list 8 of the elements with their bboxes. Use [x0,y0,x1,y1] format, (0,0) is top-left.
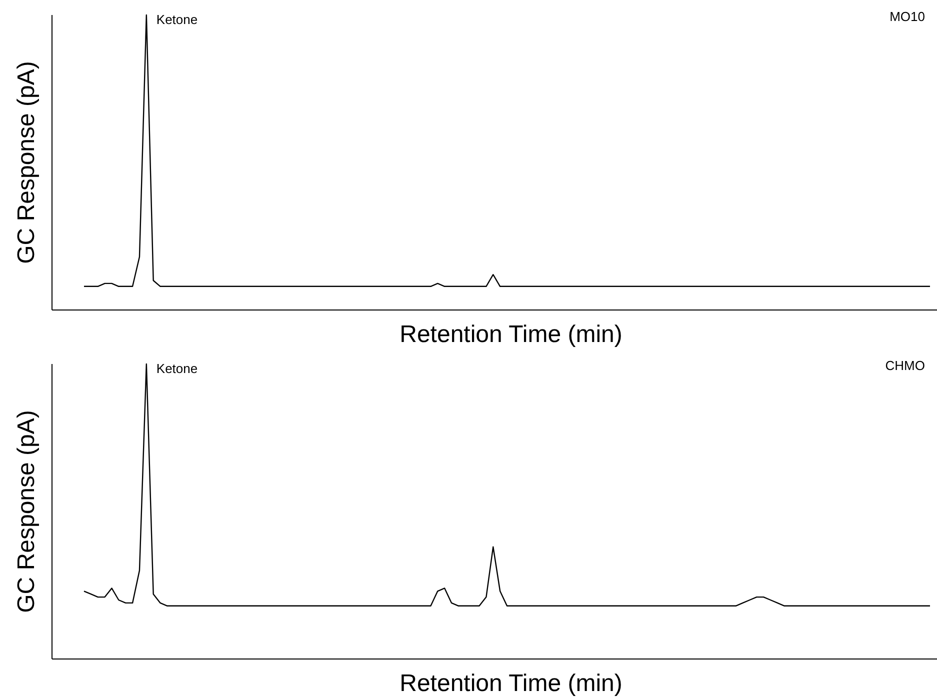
y-axis-title: GC Response (pA) [13,61,40,264]
y-axis-title: GC Response (pA) [13,410,40,613]
x-axis-title: Retention Time (min) [400,321,622,348]
chart-title: MO10 [890,9,925,24]
chart-title: CHMO [885,358,925,373]
annotation: Ketone [156,12,198,27]
annotation: Ketone [156,361,198,376]
x-axis-title: Retention Time (min) [400,670,622,697]
